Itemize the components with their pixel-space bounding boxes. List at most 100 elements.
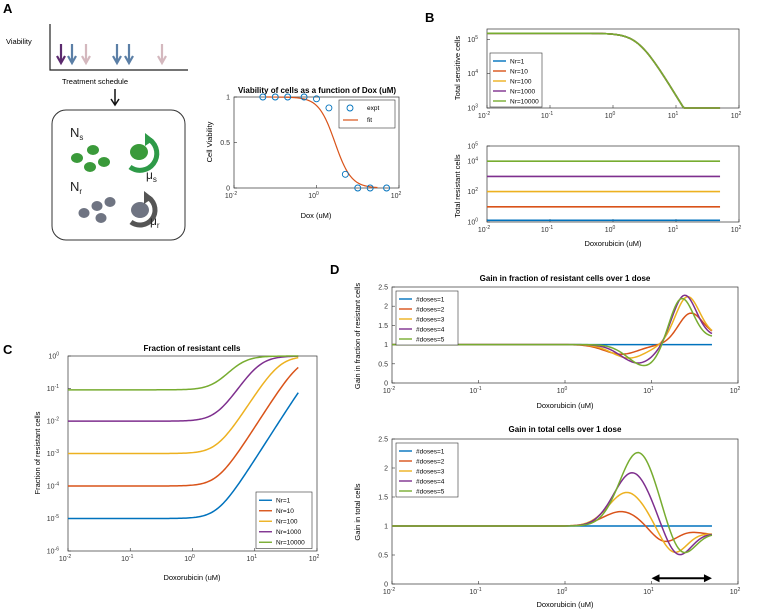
viability-label: Viability	[6, 37, 32, 46]
y-tick-exp: 0	[475, 218, 478, 224]
x-tick-exp: 0	[565, 386, 568, 392]
x-tick-base: 10	[541, 113, 549, 120]
y-tick-base: 10	[47, 451, 55, 458]
fraction-ylabel: Fraction of resistant cells	[33, 411, 42, 494]
x-tick-base: 10	[121, 556, 129, 563]
x-tick-base: 10	[731, 113, 739, 120]
resistant-series	[487, 160, 721, 222]
y-tick-exp: 5	[475, 142, 478, 148]
fraction-legend: Nr=1 Nr=10 Nr=100 Nr=1000 Nr=10000	[255, 491, 313, 549]
y-tick-exp: 3	[475, 104, 478, 110]
x-tick-base: 10	[730, 388, 738, 395]
panel-label-c: C	[3, 342, 13, 357]
x-tick-exp: 1	[676, 225, 679, 231]
x-tick-base: 10	[225, 193, 233, 200]
sensitive-growth-arrow	[128, 137, 160, 173]
series-line	[68, 355, 299, 422]
panel-label-b: B	[425, 10, 434, 25]
legend-entry: Nr=10000	[276, 540, 305, 547]
expt-point	[354, 184, 362, 192]
expt-point	[325, 104, 333, 112]
x-tick-base: 10	[643, 589, 651, 596]
legend-entry: #doses=5	[416, 488, 445, 495]
y-tick-label: 104	[467, 157, 478, 166]
y-tick-base: 10	[467, 220, 475, 227]
x-tick-exp: -2	[67, 554, 72, 560]
x-tick-exp: 0	[565, 587, 568, 593]
dose-arrows	[56, 44, 167, 66]
legend-entry: #doses=3	[416, 316, 445, 323]
gain-fraction-chart: Gain in fraction of resistant cells over…	[353, 274, 741, 410]
x-tick-base: 10	[246, 556, 254, 563]
resistant-ylabel: Total resistant cells	[453, 154, 462, 218]
mu-s-label: μs	[146, 168, 157, 184]
sensitive-legend: Nr=1 Nr=10 Nr=100 Nr=1000 Nr=10000	[489, 52, 543, 108]
y-tick-base: 10	[467, 159, 475, 166]
gain-fraction-legend: #doses=1 #doses=2 #doses=3 #doses=4 #doses=5	[395, 290, 459, 346]
gain-total-legend: #doses=1 #doses=2 #doses=3 #doses=4 #doses=5	[395, 442, 459, 498]
x-tick-label: 102	[731, 225, 742, 234]
x-tick-exp: 1	[651, 587, 654, 593]
x-tick-label: 10-2	[478, 111, 490, 120]
gain-fraction-title: Gain in fraction of resistant cells over…	[480, 274, 651, 283]
series-line	[68, 356, 299, 455]
schedule-axes	[49, 24, 188, 71]
y-tick-label: 2.5	[378, 437, 388, 444]
series-line	[68, 366, 299, 487]
y-tick-label: 1.5	[378, 323, 388, 330]
y-tick-exp: -3	[55, 449, 60, 455]
x-tick-exp: 2	[738, 587, 741, 593]
x-tick-base: 10	[469, 589, 477, 596]
x-tick-base: 10	[605, 227, 613, 234]
legend-fit: fit	[367, 117, 372, 124]
panel-label-d: D	[330, 262, 339, 277]
legend-entry: Nr=1	[276, 498, 291, 505]
y-tick-exp: -1	[55, 384, 60, 390]
x-tick-base: 10	[557, 388, 565, 395]
expt-point	[341, 170, 349, 178]
y-tick-exp: -6	[55, 547, 60, 553]
x-tick-base: 10	[557, 589, 565, 596]
gain-fraction-xlabel: Doxorubicin (uM)	[536, 401, 594, 410]
x-tick-exp: 2	[317, 554, 320, 560]
legend-entry: Nr=10	[510, 68, 528, 75]
x-tick-exp: -2	[486, 111, 491, 117]
x-tick-base: 10	[668, 227, 676, 234]
legend-entry: #doses=2	[416, 458, 445, 465]
x-tick-exp: 2	[738, 386, 741, 392]
legend-entry: #doses=5	[416, 336, 445, 343]
viability-legend: expt fit	[338, 99, 396, 129]
y-tick-label: 105	[467, 142, 478, 151]
x-tick-base: 10	[59, 556, 67, 563]
series-line	[392, 451, 713, 554]
y-tick-base: 10	[47, 549, 55, 556]
legend-expt: expt	[367, 105, 379, 112]
x-tick-label: 10-2	[225, 191, 237, 200]
y-tick-label: 10-4	[47, 482, 59, 491]
x-tick-label: 101	[643, 386, 654, 395]
x-tick-base: 10	[731, 227, 739, 234]
y-tick-label: 100	[48, 352, 59, 361]
legend-box	[395, 290, 459, 346]
y-tick-base: 10	[467, 106, 475, 113]
fraction-chart-title: Fraction of resistant cells	[144, 344, 241, 353]
series-line	[68, 392, 299, 520]
down-arrow	[110, 89, 120, 107]
y-tick-label: 10-2	[47, 417, 59, 426]
y-tick-label: 105	[467, 35, 478, 44]
y-tick-base: 10	[47, 386, 55, 393]
y-tick-label: 102	[467, 187, 478, 196]
gain-total-xlabel: Doxorubicin (uM)	[536, 600, 594, 609]
nr-label: Nr	[70, 179, 82, 196]
expt-points	[259, 93, 391, 192]
expt-point	[284, 93, 292, 101]
gain-total-chart: Gain in total cells over 1 dose 10-2 10-1…	[353, 425, 741, 609]
x-tick-label: 10-2	[383, 386, 395, 395]
legend-entry: #doses=4	[416, 478, 445, 485]
x-tick-base: 10	[730, 589, 738, 596]
y-tick-label: 0.5	[378, 361, 388, 368]
x-tick-base: 10	[383, 388, 391, 395]
legend-entry: Nr=1000	[510, 88, 535, 95]
x-tick-base: 10	[478, 113, 486, 120]
